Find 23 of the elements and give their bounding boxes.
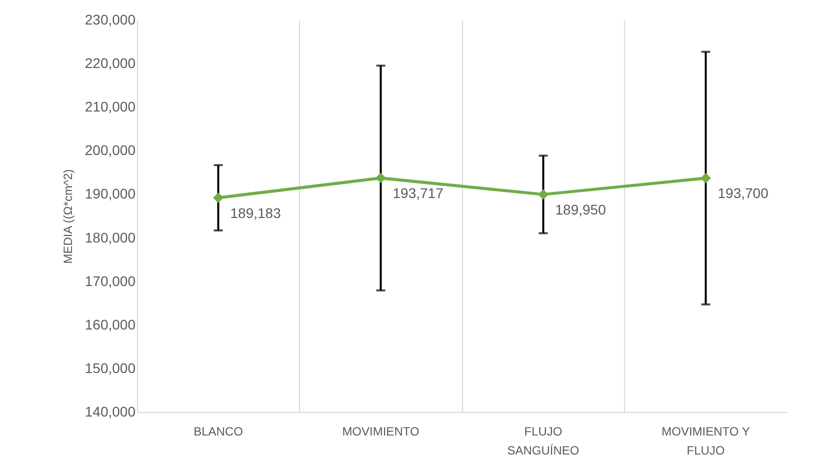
x-tick-label: BLANCO — [194, 424, 243, 438]
data-label: 193,700 — [718, 185, 769, 202]
y-tick-label: 160,000 — [84, 316, 136, 332]
data-label: 189,950 — [555, 201, 606, 218]
y-axis-title: MEDIA ((Ω*cm^2) — [60, 169, 75, 264]
point — [376, 172, 386, 184]
point — [700, 172, 711, 184]
point — [213, 192, 224, 204]
y-tick-label: 200,000 — [84, 142, 136, 158]
y-tick-label: 210,000 — [84, 98, 136, 115]
y-tick-label: 150,000 — [84, 360, 136, 376]
x-tick-label: FLUJO SANGUÍNEO — [507, 424, 580, 458]
x-tick-label: MOVIMIENTO Y FLUJO — [662, 424, 750, 458]
y-tick-label: 190,000 — [84, 186, 136, 202]
y-tick-label: 140,000 — [84, 404, 136, 420]
x-tick-label: MOVIMIENTO — [342, 424, 420, 438]
y-tick-label: 230,000 — [84, 12, 136, 28]
point — [538, 189, 548, 200]
y-tick-label: 180,000 — [84, 229, 136, 246]
y-tick-label: 220,000 — [84, 55, 136, 72]
y-tick-label: 170,000 — [84, 272, 136, 289]
data-label: 193,717 — [392, 185, 444, 202]
data-label: 189,183 — [230, 204, 282, 221]
